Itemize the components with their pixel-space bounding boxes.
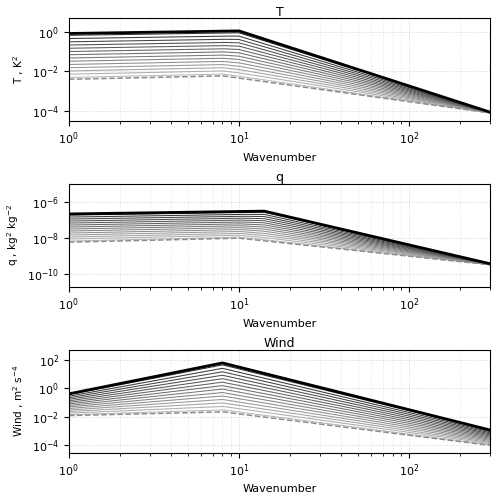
Title: q: q [276, 172, 284, 184]
Y-axis label: q , kg$^2$ kg$^{-2}$: q , kg$^2$ kg$^{-2}$ [5, 204, 21, 266]
Title: T: T [276, 6, 284, 18]
Y-axis label: T , K$^2$: T , K$^2$ [11, 55, 26, 84]
Y-axis label: Wind , m$^2$ s$^{-4}$: Wind , m$^2$ s$^{-4}$ [11, 365, 26, 438]
X-axis label: Wavenumber: Wavenumber [243, 153, 317, 163]
X-axis label: Wavenumber: Wavenumber [243, 318, 317, 328]
X-axis label: Wavenumber: Wavenumber [243, 484, 317, 494]
Title: Wind: Wind [264, 337, 295, 350]
